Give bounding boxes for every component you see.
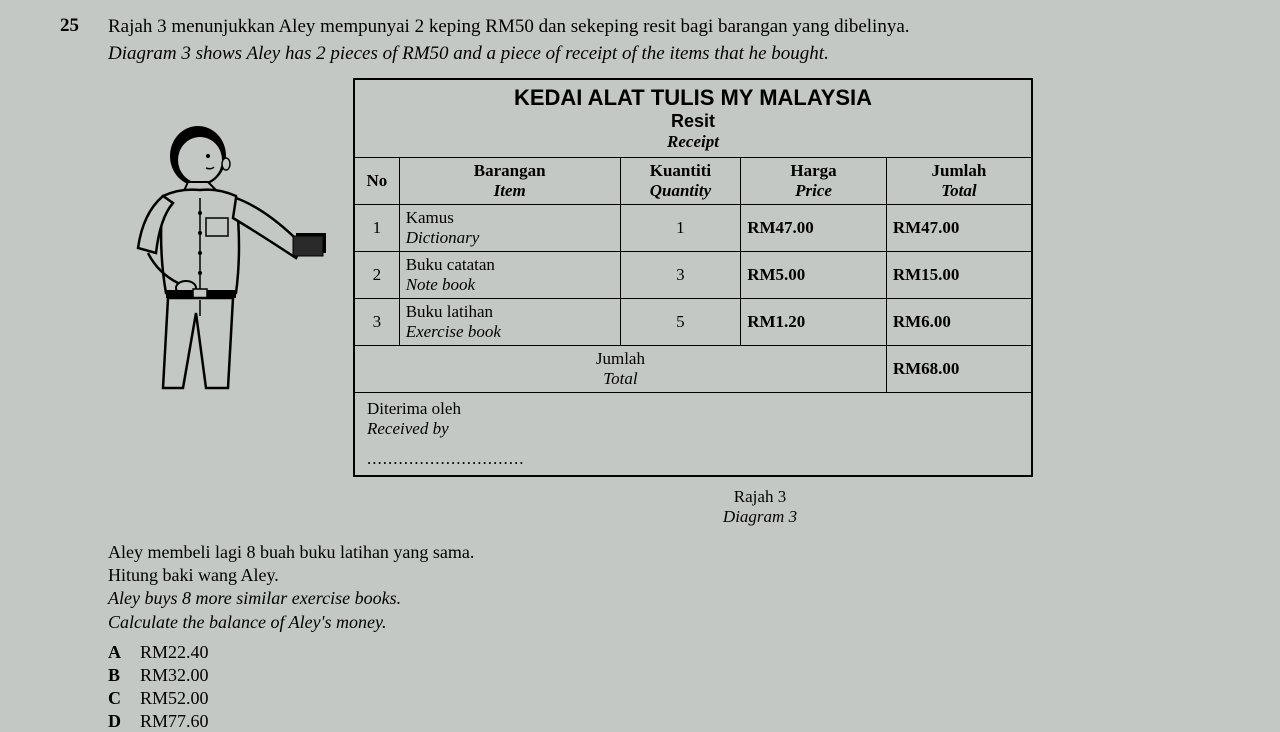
question-malay: Rajah 3 menunjukkan Aley mempunyai 2 kep… <box>108 15 1220 39</box>
boy-icon <box>108 118 328 398</box>
option-c[interactable]: CRM52.00 <box>108 688 1220 709</box>
header-no: No <box>354 157 399 204</box>
store-name: KEDAI ALAT TULIS MY MALAYSIA <box>360 85 1026 111</box>
question-number: 25 <box>60 15 90 66</box>
caption: Rajah 3 Diagram 3 <box>300 487 1220 527</box>
boy-illustration <box>108 78 328 477</box>
main-content: KEDAI ALAT TULIS MY MALAYSIA Resit Recei… <box>108 78 1220 477</box>
answer-options: ARM22.40 BRM32.00 CRM52.00 DRM77.60 <box>108 642 1220 732</box>
question-header: 25 Rajah 3 menunjukkan Aley mempunyai 2 … <box>60 15 1220 66</box>
header-row: No Barangan Item Kuantiti Quantity Harga… <box>354 157 1032 204</box>
received-row: Diterima oleh Received by ..............… <box>354 392 1032 476</box>
receipt-area: KEDAI ALAT TULIS MY MALAYSIA Resit Recei… <box>353 78 1220 477</box>
header-qty: Kuantiti Quantity <box>620 157 741 204</box>
receipt-table: KEDAI ALAT TULIS MY MALAYSIA Resit Recei… <box>353 78 1033 477</box>
header-total: Jumlah Total <box>886 157 1032 204</box>
followup-text: Aley membeli lagi 8 buah buku latihan ya… <box>108 541 1220 635</box>
table-row: 3 Buku latihan Exercise book 5 RM1.20 RM… <box>354 298 1032 345</box>
table-row: 1 Kamus Dictionary 1 RM47.00 RM47.00 <box>354 204 1032 251</box>
table-row: 2 Buku catatan Note book 3 RM5.00 RM15.0… <box>354 251 1032 298</box>
option-d[interactable]: DRM77.60 <box>108 711 1220 732</box>
option-b[interactable]: BRM32.00 <box>108 665 1220 686</box>
grand-total-row: Jumlah Total RM68.00 <box>354 345 1032 392</box>
header-item: Barangan Item <box>399 157 620 204</box>
question-english: Diagram 3 shows Aley has 2 pieces of RM5… <box>108 42 1220 66</box>
header-price: Harga Price <box>741 157 887 204</box>
receipt-title-malay: Resit <box>360 111 1026 132</box>
question-text: Rajah 3 menunjukkan Aley mempunyai 2 kep… <box>108 15 1220 66</box>
option-a[interactable]: ARM22.40 <box>108 642 1220 663</box>
receipt-title-english: Receipt <box>360 132 1026 152</box>
